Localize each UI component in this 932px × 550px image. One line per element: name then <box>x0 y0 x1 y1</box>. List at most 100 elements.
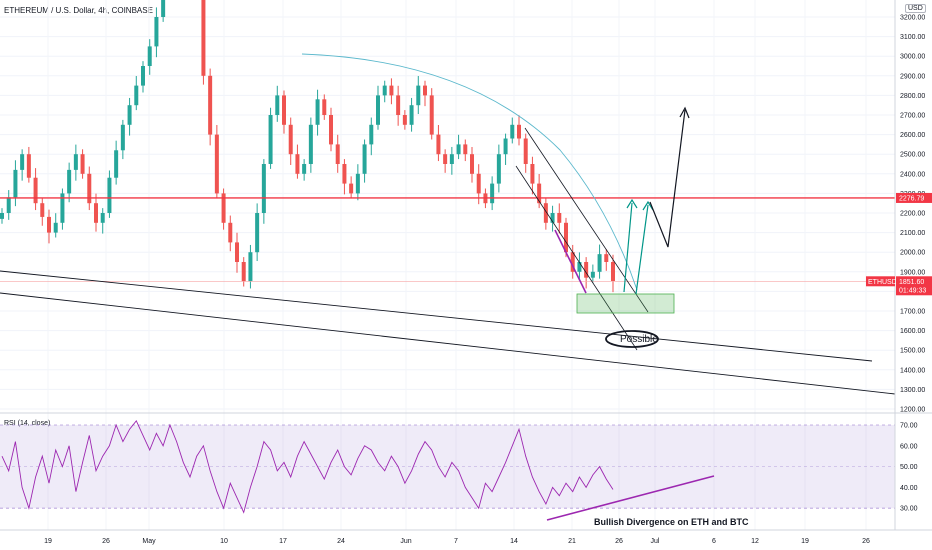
candle-body <box>496 154 501 184</box>
rsi-tick: 60.00 <box>900 443 918 450</box>
candle-body <box>208 75 213 135</box>
candle-body <box>295 154 300 174</box>
candle-body <box>436 134 441 155</box>
candle-body <box>577 262 582 272</box>
time-tick: 12 <box>751 538 759 545</box>
candle-body <box>570 252 575 272</box>
target-arrow-1 <box>623 202 633 293</box>
price-tick: 3000.00 <box>900 54 925 61</box>
candle-body <box>282 95 286 125</box>
candle-body <box>342 164 347 184</box>
price-tick: 1900.00 <box>900 269 925 276</box>
price-tick: 3100.00 <box>900 34 925 41</box>
candle-body <box>517 124 521 139</box>
channel-line-lower <box>0 292 896 395</box>
candle-body <box>564 222 568 253</box>
candle-body <box>147 46 152 66</box>
candle-body <box>376 95 380 125</box>
candle-body <box>423 85 427 96</box>
rsi-tick: 70.00 <box>900 423 918 430</box>
candle-body <box>308 124 313 164</box>
rsi-series-line <box>1 419 614 514</box>
candle-body <box>161 0 166 17</box>
rounding-arc <box>301 53 638 291</box>
candle-body <box>349 183 354 194</box>
candle-body <box>33 177 38 204</box>
projection-path <box>649 109 686 248</box>
wedge-line-lower <box>515 165 638 351</box>
candle-body <box>523 138 528 164</box>
target-arrow-2 <box>635 204 649 295</box>
time-tick: 26 <box>862 538 870 545</box>
candle-body <box>490 183 495 204</box>
candle-body <box>275 95 280 115</box>
candle-body <box>402 115 407 125</box>
candle-body <box>429 95 434 135</box>
time-tick: 10 <box>220 538 228 545</box>
projection-arrow-head <box>679 106 690 119</box>
candle-body <box>302 164 307 174</box>
candle-body <box>100 213 105 223</box>
candle-body <box>228 222 233 243</box>
candle-body <box>73 154 78 170</box>
candle-body <box>443 154 448 164</box>
time-tick: 26 <box>102 538 110 545</box>
candle-body <box>268 115 273 164</box>
candle-body <box>40 203 45 217</box>
candle-body <box>604 254 609 262</box>
rsi-tick: 50.00 <box>900 464 918 471</box>
rsi-tick: 30.00 <box>900 506 918 513</box>
candle-body <box>510 124 515 139</box>
price-tick: 2600.00 <box>900 132 925 139</box>
price-tick: 1300.00 <box>900 387 925 394</box>
resistance-tag <box>896 192 932 203</box>
candle-body <box>94 203 98 223</box>
time-tick: 26 <box>615 538 623 545</box>
price-tick: 2700.00 <box>900 113 925 120</box>
candle-body <box>537 183 542 204</box>
possible-circle <box>605 330 659 348</box>
time-tick: May <box>142 538 156 545</box>
price-tag-countdown: 01:49:33 <box>899 287 926 294</box>
price-tag <box>896 276 932 296</box>
grid <box>0 0 895 530</box>
candle-body <box>463 144 468 155</box>
symbol-tag <box>866 276 895 287</box>
candle-body <box>355 173 360 194</box>
candle-body <box>201 0 206 76</box>
candle-body <box>288 124 293 155</box>
price-tick: 2100.00 <box>900 230 925 237</box>
candle-body <box>26 154 31 178</box>
time-tick: 14 <box>510 538 518 545</box>
wedge-line-upper <box>524 127 649 313</box>
candle-body <box>248 252 253 282</box>
price-tag-value: 1851.60 <box>899 279 924 286</box>
candle-body <box>80 154 85 174</box>
price-divergence-line <box>554 229 587 294</box>
rsi-divergence-line <box>546 475 715 521</box>
target-arrow-2-head <box>642 200 654 211</box>
symbol-tag-text: ETHUSD <box>868 279 897 286</box>
price-tick: 1200.00 <box>900 407 925 414</box>
candle-body <box>315 99 320 125</box>
price-tick: 2400.00 <box>900 171 925 178</box>
resistance-value: 2276.79 <box>899 195 924 202</box>
candle-body <box>389 85 394 96</box>
candle-body <box>221 193 226 223</box>
candle-body <box>597 254 602 272</box>
price-tick: 1400.00 <box>900 367 925 374</box>
currency-badge[interactable]: USD <box>905 4 926 13</box>
candle-body <box>241 262 246 282</box>
rsi-tick: 40.00 <box>900 485 918 492</box>
candle-body <box>47 216 51 233</box>
time-tick: 7 <box>454 538 458 545</box>
candle-body <box>503 138 508 155</box>
price-tick: 1700.00 <box>900 309 925 316</box>
candle-body <box>470 154 474 174</box>
rsi-title: RSI (14, close) <box>4 420 51 427</box>
time-tick: 17 <box>279 538 287 545</box>
demand-zone <box>576 293 675 314</box>
price-tick: 1600.00 <box>900 328 925 335</box>
candle-body <box>214 134 219 194</box>
